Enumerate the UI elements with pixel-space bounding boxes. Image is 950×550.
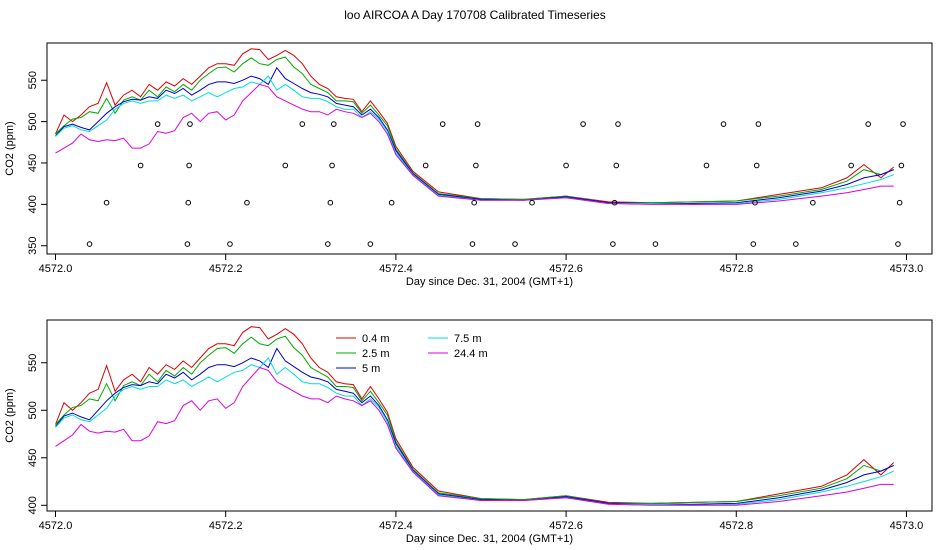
x-tick-label: 4572.0	[39, 263, 73, 275]
x-tick-label: 4572.6	[549, 520, 583, 532]
scatter-point	[755, 121, 762, 127]
scatter-point	[793, 241, 799, 247]
x-axis-label: Day since Dec. 31, 2004 (GMT+1)	[406, 533, 573, 545]
scatter-point	[367, 241, 374, 247]
series-line-0-4-m	[55, 48, 895, 204]
x-axis-label: Day since Dec. 31, 2004 (GMT+1)	[406, 276, 573, 288]
series-line-2-5-m	[55, 335, 894, 504]
scatter-point	[580, 121, 586, 127]
plot-frame	[46, 319, 933, 512]
series-line-24-4-m	[55, 83, 894, 205]
x-tick-label: 4572.4	[379, 263, 413, 275]
legend: 0.4 m 2.5 m 5 m 7.5 m 24.4 m	[336, 333, 488, 375]
panel-2: 4572.0 4572.2 4572.4 4572.6 4572.8 4573.0 400 4…	[4, 319, 933, 545]
scatter-point	[900, 121, 906, 127]
legend-label: 5 m	[362, 363, 380, 375]
y-axis-label: CO2 (ppm)	[4, 388, 16, 442]
scatter-point	[327, 199, 334, 206]
y-tick-label: 450	[27, 154, 39, 172]
x-tick-label: 4572.6	[549, 263, 583, 275]
series-line-0-4-m	[55, 326, 895, 504]
scatter-point	[615, 121, 621, 127]
scatter-point	[652, 241, 659, 247]
y-tick-label: 400	[27, 496, 39, 514]
scatter-point	[388, 199, 395, 206]
x-tick-label: 4572.2	[209, 263, 243, 275]
scatter-point	[752, 199, 758, 206]
x-tick-label: 4572.4	[379, 520, 413, 532]
x-tick-label: 4572.8	[719, 520, 753, 532]
legend-label: 2.5 m	[362, 348, 390, 360]
x-tick-label: 4572.8	[719, 263, 753, 275]
x-tick-label: 4573.0	[890, 520, 924, 532]
y-tick-label: 400	[27, 195, 39, 213]
plot-frame	[46, 42, 933, 255]
y-tick-label: 450	[27, 449, 39, 467]
series-line-7-5-m	[55, 75, 894, 205]
series-line-7-5-m	[55, 357, 894, 506]
scatter-point	[471, 199, 477, 206]
scatter-point	[325, 241, 331, 247]
scatter-point	[703, 162, 710, 169]
y-tick-label: 550	[27, 354, 39, 372]
scatter-point	[610, 241, 616, 247]
series-line-2-5-m	[55, 56, 894, 204]
scatter-point	[753, 162, 760, 169]
series-line-24-4-m	[55, 366, 894, 506]
scatter-point	[137, 162, 144, 169]
scatter-point	[186, 162, 192, 169]
scatter-point	[865, 121, 871, 127]
scatter-point	[185, 199, 192, 206]
scatter-point	[187, 121, 193, 127]
y-tick-label: 500	[27, 112, 39, 130]
scatter-point	[329, 162, 335, 169]
scatter-point	[512, 241, 518, 247]
scatter-point	[86, 241, 93, 247]
scatter-point	[282, 162, 289, 169]
scatter-point	[529, 199, 535, 206]
y-tick-label: 500	[27, 401, 39, 419]
x-tick-label: 4573.0	[890, 263, 924, 275]
scatter-point	[474, 121, 481, 127]
scatter-point	[154, 121, 161, 127]
scatter-point	[613, 162, 620, 169]
legend-label: 7.5 m	[454, 333, 482, 345]
y-tick-label: 350	[27, 237, 39, 255]
legend-label: 24.4 m	[454, 348, 488, 360]
scatter-point	[611, 199, 618, 206]
scatter-point	[848, 162, 854, 169]
series-line-5-m	[55, 347, 894, 505]
scatter-point	[439, 121, 446, 127]
legend-label: 0.4 m	[362, 333, 390, 345]
scatter-point	[103, 199, 110, 206]
series-line-5-m	[55, 66, 894, 204]
scatter-point	[563, 162, 569, 169]
x-tick-label: 4572.2	[209, 520, 243, 532]
scatter-point	[330, 121, 337, 127]
scatter-point	[244, 199, 250, 206]
x-tick-label: 4572.0	[39, 520, 73, 532]
scatter-point	[473, 162, 479, 169]
panel-1: 4572.0 4572.2 4572.4 4572.6 4572.8 4573.0 350 4…	[4, 42, 933, 288]
scatter-point	[720, 121, 727, 127]
scatter-point	[299, 121, 306, 127]
scatter-point	[895, 241, 901, 247]
figure-title: loo AIRCOA A Day 170708 Calibrated Times…	[344, 8, 606, 22]
scatter-point	[227, 241, 233, 247]
y-tick-label: 550	[27, 71, 39, 89]
scatter-point	[896, 199, 903, 206]
scatter-point	[898, 162, 905, 169]
scatter-point	[469, 241, 476, 247]
scatter-point	[184, 241, 191, 247]
scatter-point	[750, 241, 757, 247]
scatter-point	[810, 199, 816, 206]
y-axis-label: CO2 (ppm)	[4, 121, 16, 175]
scatter-point	[422, 162, 429, 169]
